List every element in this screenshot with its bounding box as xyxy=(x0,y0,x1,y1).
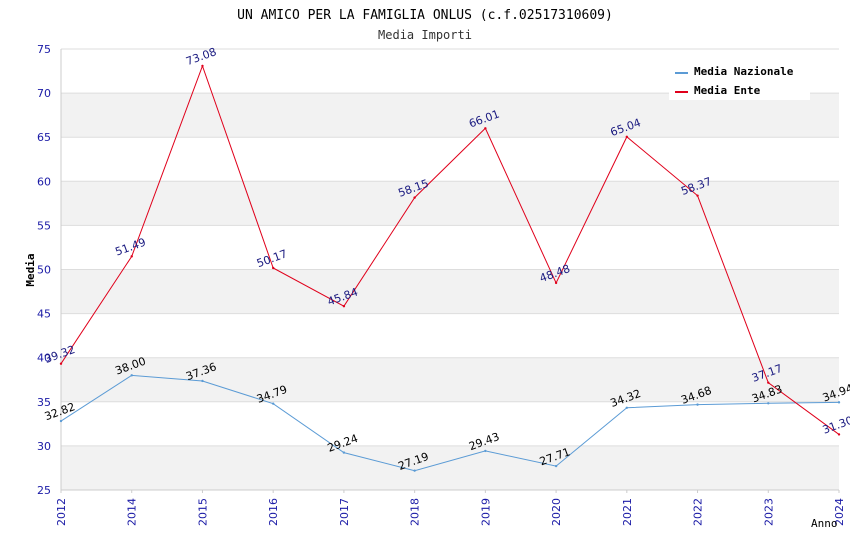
x-tick-label: 2019 xyxy=(479,498,492,526)
x-tick-label: 2014 xyxy=(126,498,139,526)
plot-background-bands xyxy=(61,49,839,490)
data-point-media-ente xyxy=(625,135,629,139)
data-point-media-ente xyxy=(554,281,558,285)
chart-title: UN AMICO PER LA FAMIGLIA ONLUS (c.f.0251… xyxy=(237,8,613,23)
data-point-media-nazionale xyxy=(59,419,63,423)
legend-box xyxy=(669,60,810,100)
plot-band xyxy=(61,445,839,490)
x-axis-label: Anno xyxy=(811,517,838,530)
x-tick-label: 2012 xyxy=(55,498,68,526)
x-tick-label: 2024 xyxy=(833,498,846,526)
data-point-media-ente xyxy=(696,194,699,197)
data-point-media-nazionale xyxy=(625,406,629,409)
data-point-media-nazionale xyxy=(554,464,558,468)
data-point-media-ente xyxy=(767,381,770,384)
y-tick-labels: 25 30 35 40 45 50 55 60 65 70 75 xyxy=(37,43,51,497)
x-tick-label: 2015 xyxy=(196,498,209,526)
y-tick-label: 65 xyxy=(37,131,51,144)
series-lines xyxy=(59,64,841,472)
data-point-media-ente xyxy=(201,64,204,68)
plot-band xyxy=(61,181,839,226)
legend-label-media-nazionale: Media Nazionale xyxy=(694,65,794,78)
data-point-media-ente xyxy=(271,266,275,270)
y-tick-label: 40 xyxy=(37,352,51,365)
data-point-media-nazionale xyxy=(201,379,204,383)
plot-band xyxy=(61,401,839,446)
data-point-media-ente xyxy=(342,304,346,308)
data-point-media-nazionale xyxy=(342,451,346,454)
data-point-media-nazionale xyxy=(696,403,699,406)
x-tick-label: 2016 xyxy=(267,498,280,526)
data-point-media-nazionale xyxy=(413,469,416,472)
data-point-media-nazionale xyxy=(837,401,841,404)
x-tick-label: 2022 xyxy=(692,498,705,526)
data-point-media-ente xyxy=(484,127,487,130)
x-tick-labels: 2012 2014 2015 2016 2017 2018 2019 2020 2021 2022… xyxy=(55,498,846,526)
y-tick-label: 60 xyxy=(37,175,51,188)
series-line-media-nazionale xyxy=(60,374,840,472)
y-tick-label: 35 xyxy=(37,396,51,409)
x-tick-label: 2023 xyxy=(762,498,775,526)
data-point-media-ente xyxy=(59,362,63,365)
y-axis-label: Media xyxy=(24,253,37,286)
y-tick-label: 50 xyxy=(37,264,51,277)
y-tick-label: 25 xyxy=(37,484,51,497)
legend-label-media-ente: Media Ente xyxy=(694,84,761,97)
plot-band xyxy=(61,313,839,358)
data-point-media-ente xyxy=(837,433,841,436)
axes xyxy=(60,49,840,493)
y-tick-label: 30 xyxy=(37,440,51,453)
data-point-media-nazionale xyxy=(767,402,770,405)
data-point-media-nazionale xyxy=(271,402,275,405)
x-tick-label: 2020 xyxy=(550,498,563,526)
x-tick-label: 2021 xyxy=(621,498,634,526)
plot-band xyxy=(61,137,839,182)
data-point-media-nazionale xyxy=(484,449,487,453)
x-tick-label: 2018 xyxy=(409,498,422,526)
series-line-media-ente xyxy=(60,64,840,435)
data-point-media-ente xyxy=(130,255,133,258)
y-tick-label: 75 xyxy=(37,43,51,56)
y-tick-label: 70 xyxy=(37,87,51,100)
y-tick-label: 55 xyxy=(37,219,51,232)
plot-band xyxy=(61,93,839,138)
data-point-media-nazionale xyxy=(130,374,133,377)
legend: Media Nazionale Media Ente xyxy=(669,60,810,100)
plot-band xyxy=(61,269,839,314)
data-point-media-ente xyxy=(413,196,416,199)
plot-band xyxy=(61,357,839,402)
x-tick-label: 2017 xyxy=(338,498,351,526)
y-tick-label: 45 xyxy=(37,308,51,321)
plot-band xyxy=(61,225,839,270)
chart-subtitle: Media Importi xyxy=(378,28,472,42)
